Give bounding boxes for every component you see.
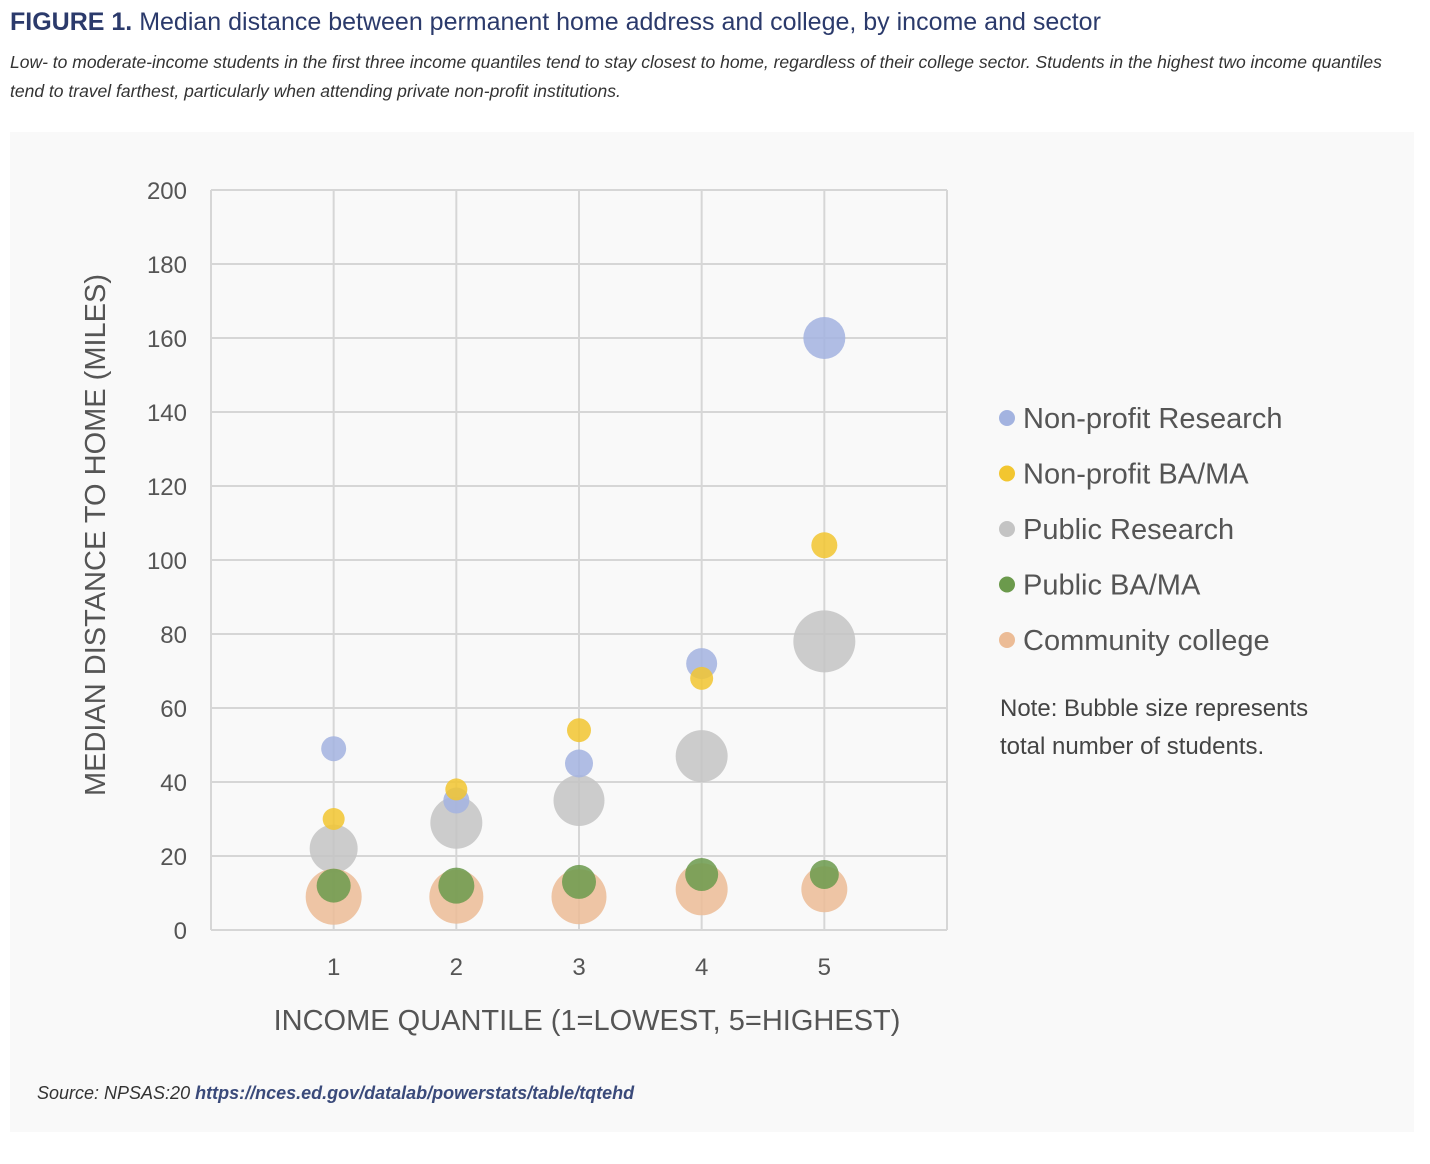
y-tick-label: 160 (147, 326, 187, 353)
y-tick-label: 40 (160, 770, 187, 797)
legend-marker (999, 632, 1015, 648)
bubble-size-note: Note: Bubble size represents total numbe… (1000, 695, 1309, 760)
bubble-non-profit-ba-ma (811, 532, 838, 559)
chart-panel (10, 132, 1414, 1132)
x-tick-label: 5 (818, 954, 831, 981)
bubbles (305, 317, 856, 925)
bubble-public-ba-ma (316, 868, 351, 903)
bubble-public-ba-ma (685, 858, 719, 891)
source-label: Source: NPSAS:20 (37, 1083, 191, 1103)
x-tick-label: 4 (695, 954, 708, 981)
bubble-non-profit-research (321, 736, 347, 762)
figure-title: FIGURE 1. Median distance between perman… (10, 8, 1101, 37)
x-tick-label: 1 (327, 954, 340, 981)
bubble-non-profit-research (803, 317, 846, 359)
bubble-public-research (553, 775, 605, 826)
figure-subtitle: Low- to moderate-income students in the … (10, 52, 1382, 101)
bubble-public-research (309, 824, 358, 873)
legend-label: Community college (1023, 625, 1270, 657)
bubble-public-ba-ma (562, 864, 596, 899)
x-tick-label: 3 (572, 954, 585, 981)
x-axis-label: INCOME QUANTILE (1=LOWEST, 5=HIGHEST) (274, 1005, 901, 1037)
figure-label: FIGURE 1. (10, 8, 133, 36)
bubble-public-research (793, 610, 856, 673)
figure-title-text: Median distance between permanent home a… (139, 8, 1101, 36)
source-link[interactable]: https://nces.ed.gov/datalab/powerstats/t… (195, 1083, 635, 1103)
y-tick-label: 80 (160, 622, 187, 649)
bubble-non-profit-ba-ma (322, 808, 345, 830)
legend-marker (999, 465, 1015, 482)
bubble-public-ba-ma (438, 867, 475, 904)
y-tick-label: 140 (147, 400, 187, 427)
y-tick-labels: 0 20 40 60 80 100 120 140 160 180 200 (147, 178, 187, 945)
legend: Non-profit Research Non-profit BA/MA Publi… (999, 403, 1283, 657)
y-tick-label: 20 (160, 844, 187, 871)
legend-label: Public Research (1023, 514, 1234, 546)
y-tick-label: 100 (147, 548, 187, 575)
legend-marker (999, 410, 1015, 426)
legend-marker (999, 521, 1015, 537)
x-tick-labels: 1 2 3 4 5 (327, 954, 831, 981)
bubble-non-profit-ba-ma (567, 718, 591, 743)
bubble-public-research (430, 796, 483, 849)
y-axis-label: MEDIAN DISTANCE TO HOME (MILES) (80, 274, 112, 796)
y-tick-label: 60 (160, 696, 187, 723)
bubble-public-ba-ma (809, 860, 839, 889)
legend-label: Public BA/MA (1023, 570, 1201, 602)
y-tick-label: 0 (174, 918, 187, 945)
source-line: Source: NPSAS:20 https://nces.ed.gov/dat… (37, 1083, 634, 1104)
y-tick-label: 180 (147, 252, 187, 279)
bubble-non-profit-ba-ma (690, 666, 714, 690)
bubble-non-profit-ba-ma (445, 778, 468, 801)
bubble-public-research (675, 730, 728, 783)
legend-label: Non-profit BA/MA (1023, 459, 1249, 491)
x-tick-label: 2 (450, 954, 463, 981)
bubble-non-profit-research (565, 749, 593, 778)
y-tick-label: 200 (147, 178, 187, 205)
y-tick-label: 120 (147, 474, 187, 501)
legend-label: Non-profit Research (1023, 403, 1283, 435)
legend-marker (999, 576, 1015, 593)
